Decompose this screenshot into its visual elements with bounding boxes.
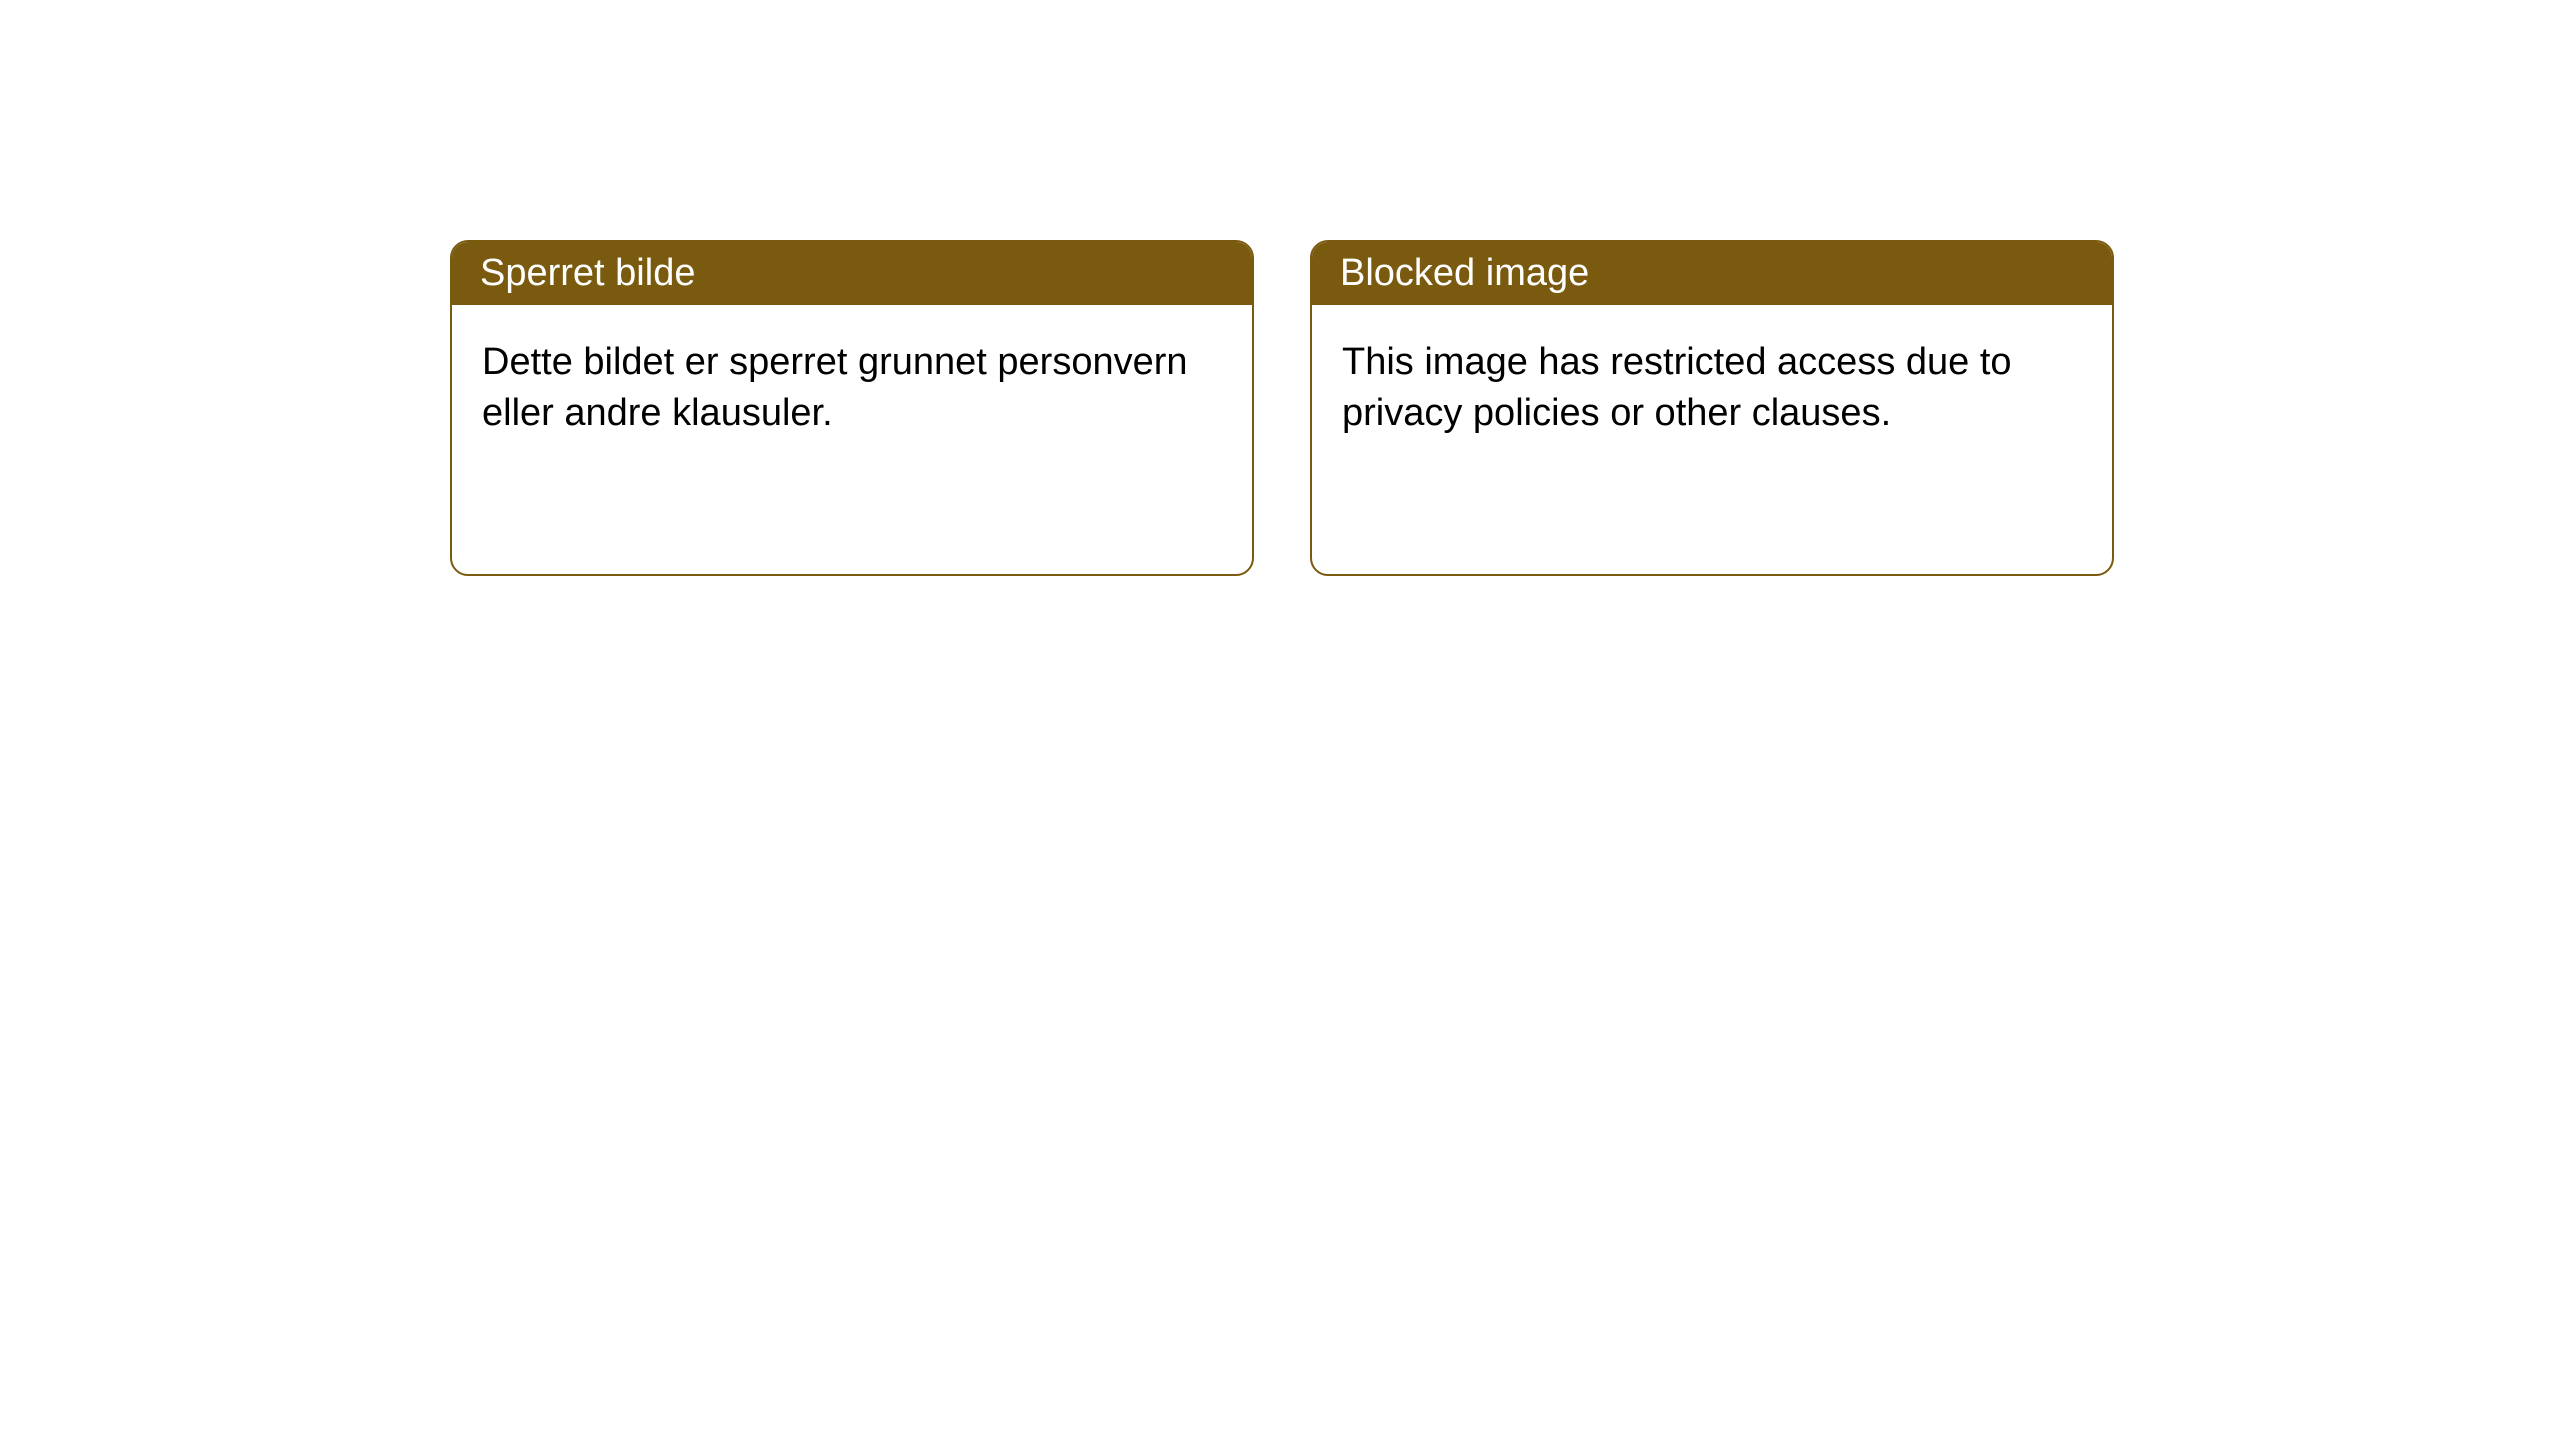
notice-cards-container: Sperret bilde Dette bildet er sperret gr… [450,240,2114,576]
notice-card-body: Dette bildet er sperret grunnet personve… [452,305,1252,472]
notice-card-title: Sperret bilde [452,242,1252,305]
notice-card-norwegian: Sperret bilde Dette bildet er sperret gr… [450,240,1254,576]
notice-card-title: Blocked image [1312,242,2112,305]
notice-card-body: This image has restricted access due to … [1312,305,2112,472]
notice-card-english: Blocked image This image has restricted … [1310,240,2114,576]
